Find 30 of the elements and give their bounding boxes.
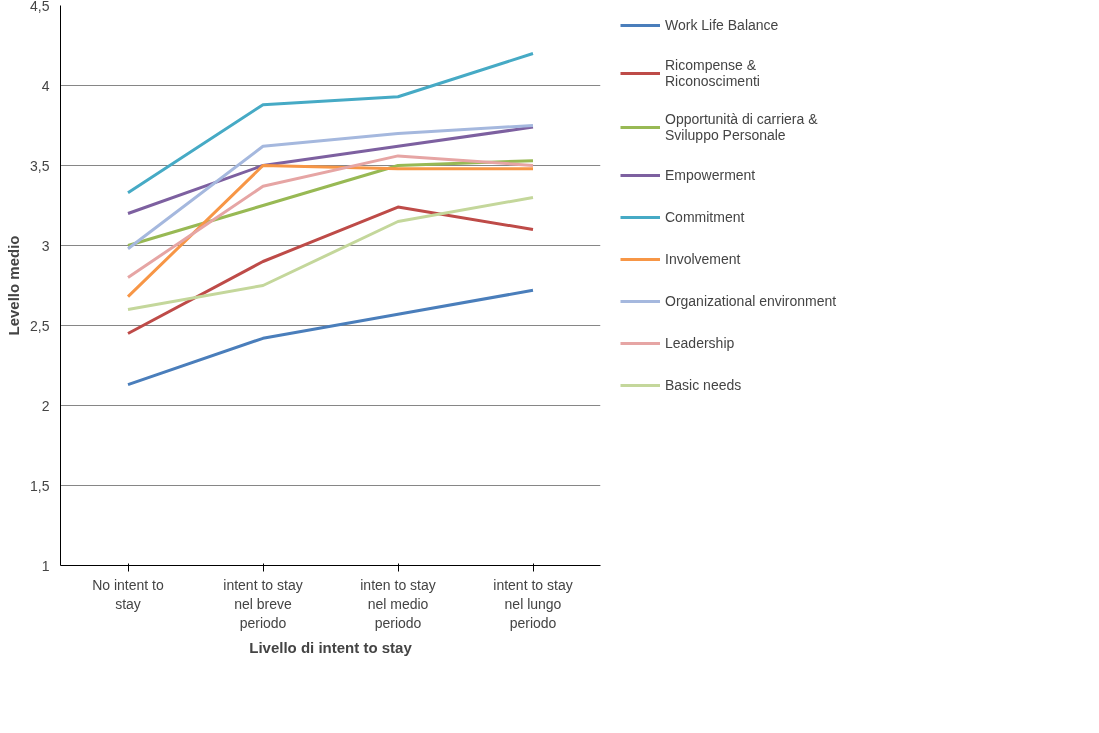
legend-label: Opportunità di carriera & Sviluppo Personale	[665, 111, 818, 143]
legend-label: Work Life Balance	[665, 16, 779, 35]
legend-label: Organizational environment	[665, 292, 837, 311]
legend-label: Ricompense & Riconoscimenti	[665, 57, 760, 89]
legend-label: Commitment	[665, 208, 745, 227]
legend-label: Involvement	[665, 250, 741, 269]
x-tick-label: intent to stay nel breve periodo	[223, 576, 303, 631]
y-tick-label: 2,5	[30, 317, 50, 334]
line-series	[126, 124, 535, 251]
legend-label: Empowerment	[665, 166, 756, 185]
x-tick-label: No intent to stay	[92, 576, 165, 612]
line-series	[126, 205, 535, 335]
y-tick-label: 3,5	[30, 157, 50, 174]
line-series	[126, 125, 535, 215]
y-tick-label: 1	[41, 557, 50, 574]
line-series	[126, 196, 535, 311]
y-tick-label: 1,5	[30, 477, 50, 494]
line-series	[126, 154, 535, 279]
y-tick-label: 3	[41, 237, 50, 254]
y-tick-label: 4	[41, 77, 50, 94]
legend-label: Leadership	[665, 334, 735, 353]
line-series	[126, 52, 535, 195]
y-tick-label: 2	[41, 397, 50, 414]
x-axis-title: Livello di intent to stay	[249, 638, 413, 656]
y-axis-title: Levello medio	[5, 235, 23, 336]
legend-label: Basic needs	[665, 376, 742, 395]
x-tick-label: inten to stay nel medio periodo	[360, 576, 436, 631]
line-series	[126, 288, 535, 387]
x-tick-label: intent to stay nel lungo periodo	[493, 576, 573, 631]
y-tick-label: 4,5	[30, 0, 50, 14]
